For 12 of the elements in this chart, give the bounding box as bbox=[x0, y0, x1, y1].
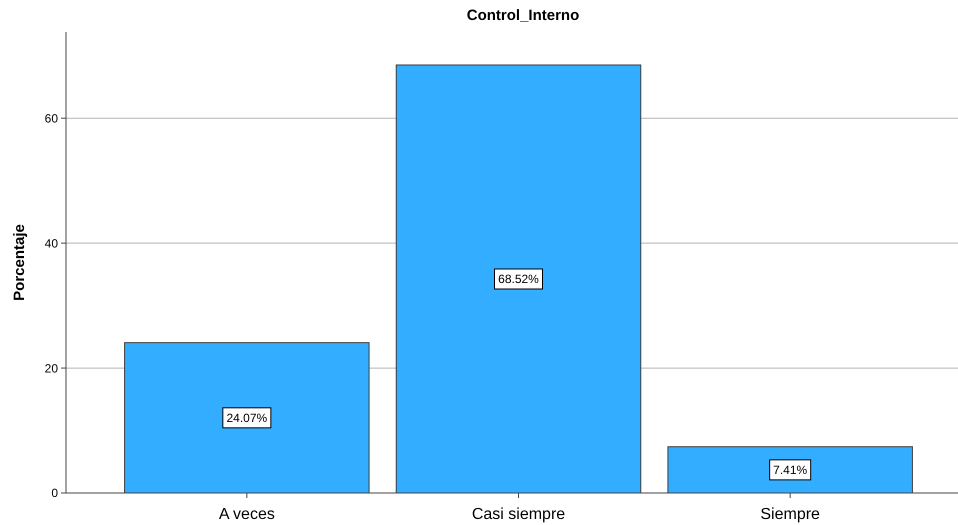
x-tick-label: Siempre bbox=[760, 506, 820, 523]
y-axis-title: Porcentaje bbox=[11, 224, 28, 301]
y-tick-label: 20 bbox=[44, 361, 58, 376]
x-tick-label: Casi siempre bbox=[472, 506, 566, 523]
x-tick-label: A veces bbox=[218, 506, 275, 523]
data-label: 7.41% bbox=[773, 463, 808, 478]
y-tick-label: 0 bbox=[51, 486, 58, 500]
data-label: 68.52% bbox=[498, 272, 540, 286]
chart-title: Control_Interno bbox=[466, 7, 580, 24]
data-label: 24.07% bbox=[226, 411, 268, 426]
y-tick-label: 60 bbox=[44, 111, 58, 126]
y-tick-label: 40 bbox=[44, 236, 58, 250]
